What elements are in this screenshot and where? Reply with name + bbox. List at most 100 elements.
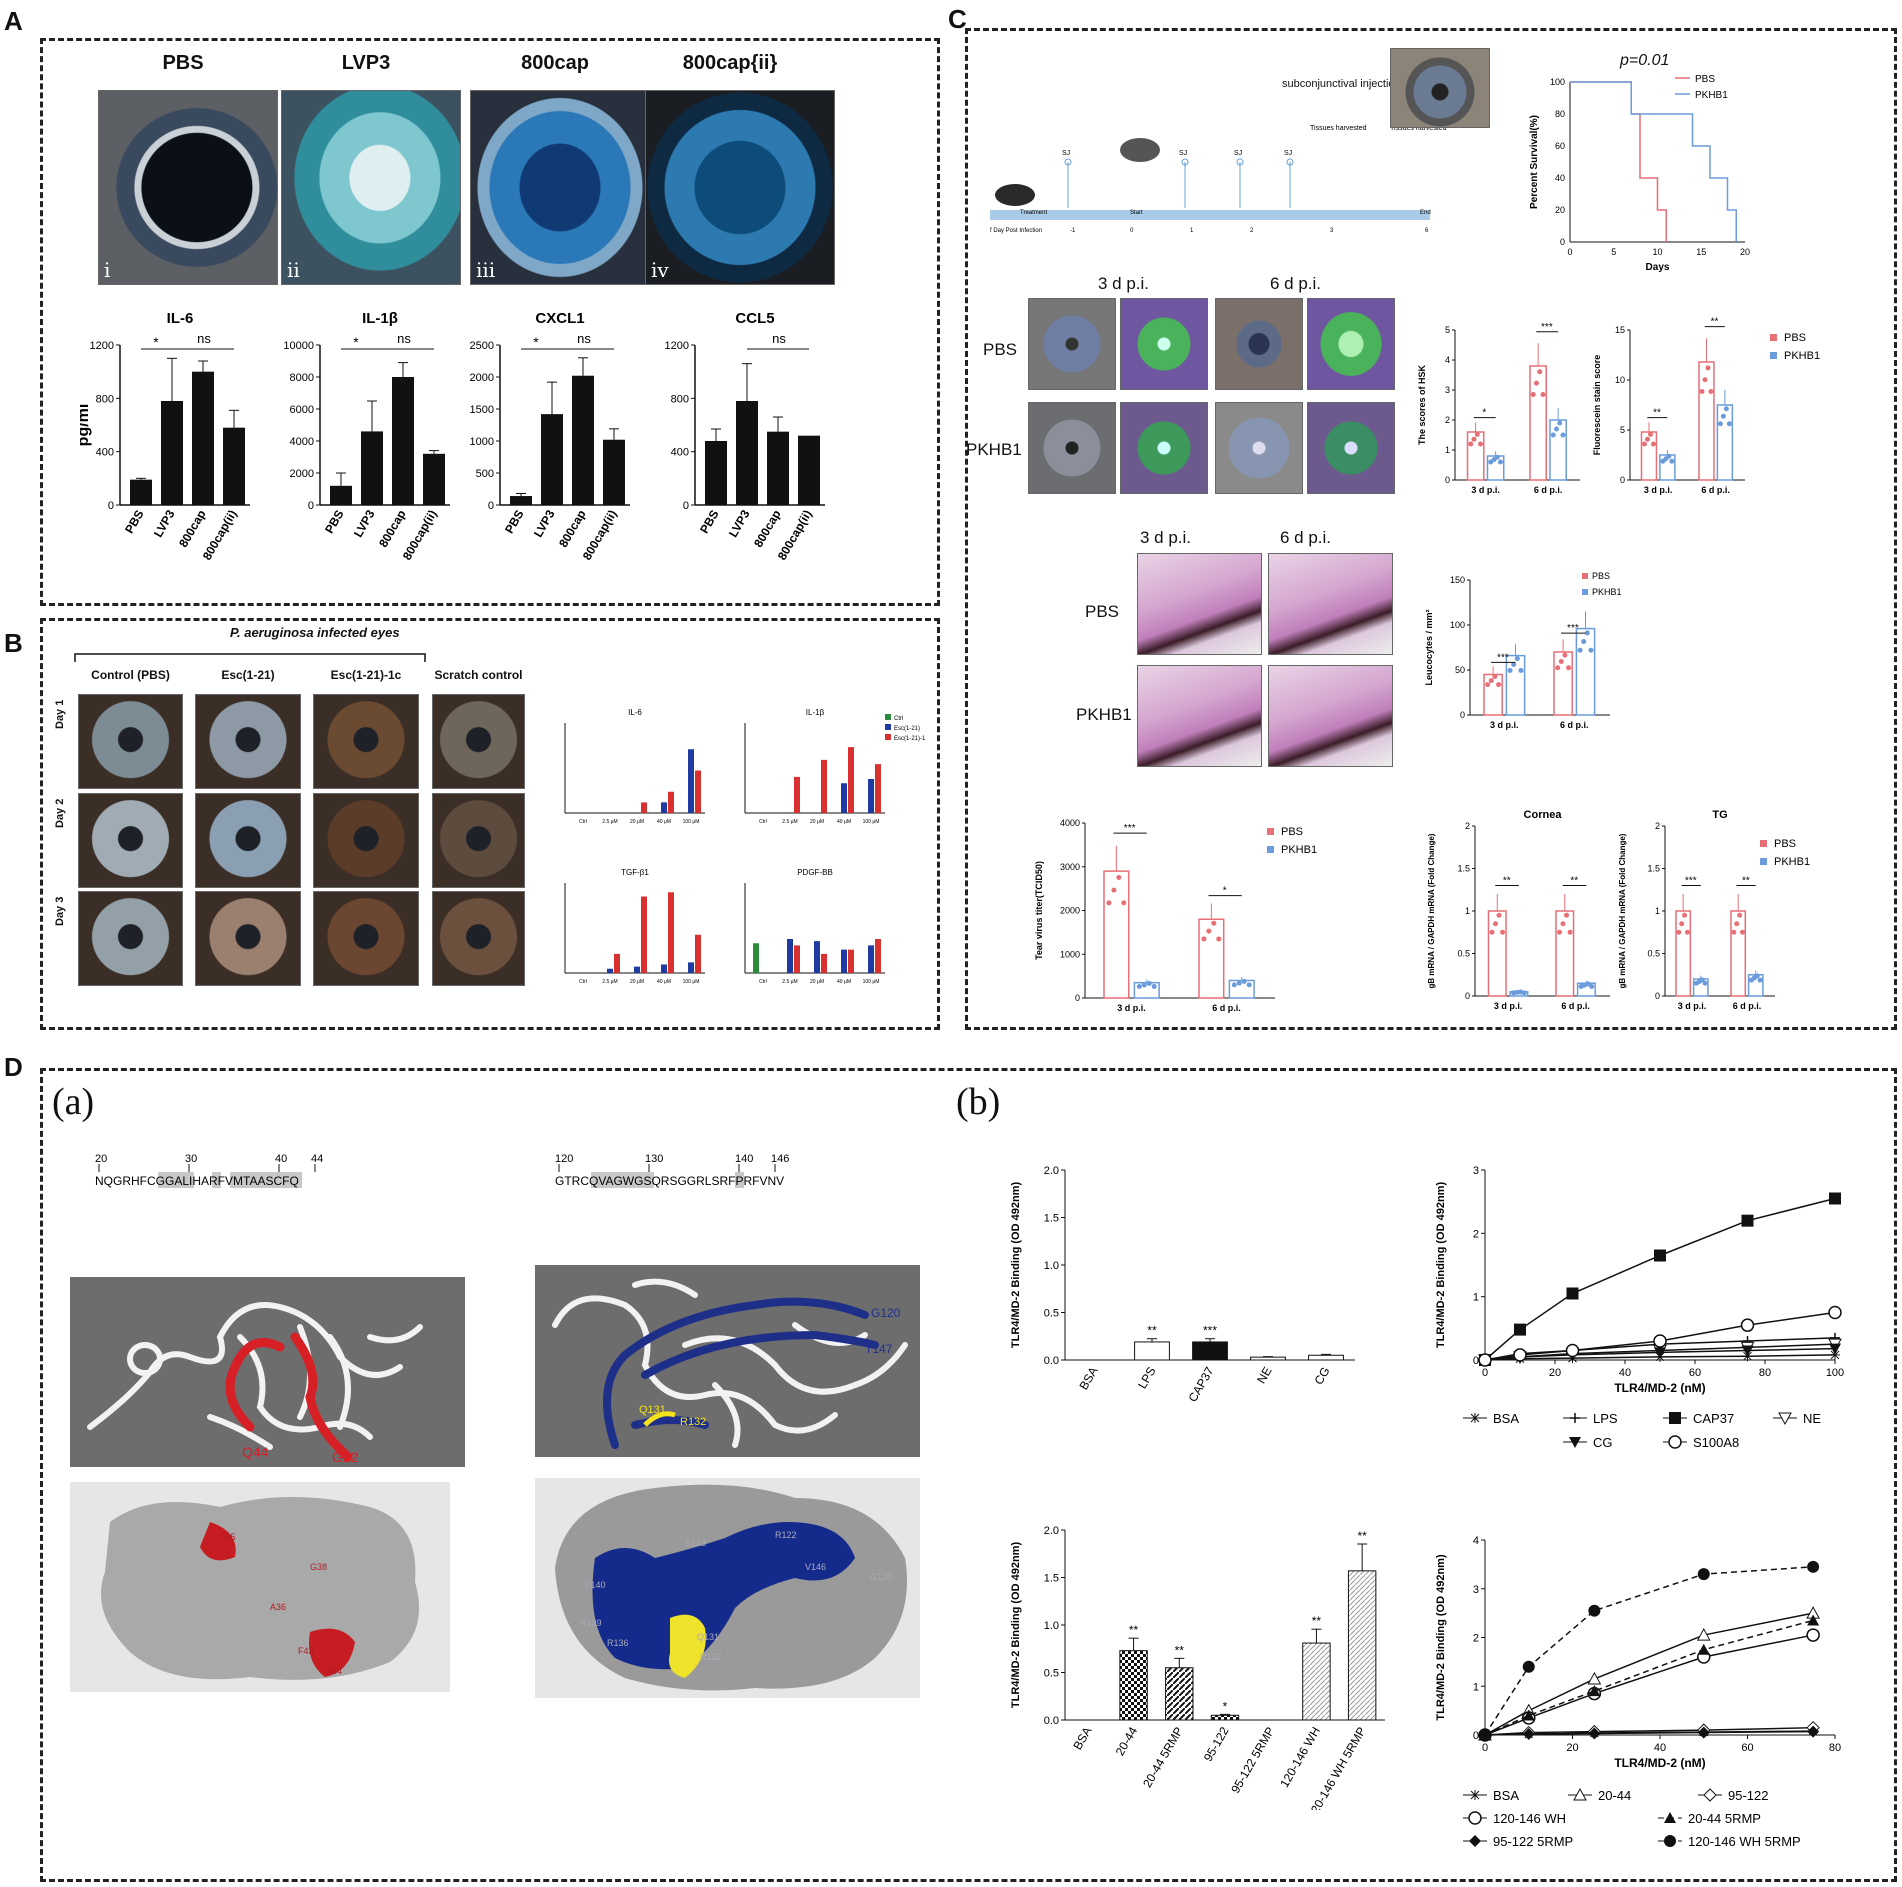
x-tick-label: 3 d p.i. xyxy=(1117,1003,1146,1013)
y-tick-label: 40 xyxy=(1555,173,1565,183)
legend-95-122: 95-122 xyxy=(1698,1788,1768,1803)
y-axis-label: gB mRNA / GAPDH mRNA (Fold Change) xyxy=(1427,833,1436,988)
eye-photo-b-0-3 xyxy=(432,694,525,789)
eye-title-3: 800cap{ii} xyxy=(682,52,778,74)
bar-PBS xyxy=(130,479,152,505)
series-120-146 WH 5RMP xyxy=(1479,1560,1820,1741)
bar-PBS xyxy=(330,485,352,505)
y-tick-label: 1.0 xyxy=(1044,1260,1059,1272)
mini-bar xyxy=(794,776,800,813)
col-header-1: Esc(1-21) xyxy=(221,668,275,682)
binding-bar-chart-1: 0.0 0.5 1.0 1.5 2.0 TLR4/MD-2 Binding (OD 492… xyxy=(1010,1165,1355,1404)
data-point xyxy=(1699,389,1705,394)
legend-label: 95-122 xyxy=(1728,1788,1768,1803)
data-point xyxy=(1581,639,1587,645)
tear-virus-titer-chart: 0 1000 2000 3000 4000 Tear virus titer(TCID50… xyxy=(1034,818,1275,1013)
y-tick-label: 5 xyxy=(1620,425,1625,435)
marker-triangle-up xyxy=(1522,1709,1535,1721)
y-tick-label: 0 xyxy=(1473,1355,1479,1367)
chart-title: TG xyxy=(1712,809,1727,821)
legend-120-146 WH 5RMP: 120-146 WH 5RMP xyxy=(1658,1834,1801,1849)
y-tick-label: 1500 xyxy=(470,404,494,416)
mini-chart-3: PDGF-BB Ctrl 2.5 μM 20 μM 40 μM 100 μM xyxy=(744,868,885,985)
y-tick-label: 1000 xyxy=(470,436,494,448)
x-tick-label: LVP3 xyxy=(351,507,378,540)
timeline-marker-dot xyxy=(1064,158,1072,166)
marker-circle-open xyxy=(1468,1811,1482,1825)
infected-mouse-icon xyxy=(1120,138,1160,162)
sig-label: ** xyxy=(1357,1529,1367,1543)
legend-120-146 WH: 120-146 WH xyxy=(1463,1811,1566,1826)
data-point xyxy=(1492,674,1498,680)
mini-x-label: Ctrl xyxy=(759,819,767,825)
mini-bar xyxy=(841,783,847,813)
hist-time-6d: 6 d p.i. xyxy=(1280,528,1332,547)
y-tick-label: 6000 xyxy=(290,404,314,416)
sig-label: ** xyxy=(1711,317,1719,328)
chart-title: IL-1β xyxy=(362,310,398,327)
y-tick-label: 0.5 xyxy=(1647,949,1660,959)
marker-circle-open xyxy=(1513,1348,1527,1362)
mini-legend-swatch xyxy=(885,714,891,720)
data-point xyxy=(1684,929,1690,935)
c-eye-top-2 xyxy=(1215,298,1303,390)
bar-CG xyxy=(1308,1354,1344,1361)
col-header-0: Control (PBS) xyxy=(91,668,170,682)
sig-label: * xyxy=(1482,408,1486,419)
data-point xyxy=(1682,912,1688,918)
y-tick-label: 400 xyxy=(671,447,689,459)
marker-square xyxy=(1654,1249,1666,1262)
marker-circle xyxy=(1522,1660,1535,1673)
x-tick-label: LPS xyxy=(1135,1365,1158,1392)
mini-x-label: 100 μM xyxy=(863,979,880,985)
bar-800cap xyxy=(767,431,789,505)
x-tick-label: BSA xyxy=(1076,1365,1100,1393)
x-tick-label: 3 d p.i. xyxy=(1490,720,1519,730)
y-tick-label: 0.5 xyxy=(1044,1668,1059,1680)
legend-CAP37: CAP37 xyxy=(1663,1411,1734,1426)
bar-LPS xyxy=(1134,1341,1170,1361)
data-point xyxy=(1468,441,1474,447)
y-tick-label: 1200 xyxy=(90,340,114,352)
x-tick-label: 20-44 5RMP xyxy=(1140,1725,1186,1790)
data-point xyxy=(1485,682,1491,688)
x-tick-label: 6 d p.i. xyxy=(1561,1001,1590,1011)
ribbon-structure-red: Q44 G22 xyxy=(70,1277,465,1467)
series-line xyxy=(1484,1619,1814,1736)
x-tick-label: 0 xyxy=(1482,1367,1488,1379)
data-point xyxy=(1496,912,1502,918)
y-tick-label: 100 xyxy=(1450,620,1465,630)
timeline-tick: 3 xyxy=(1330,228,1334,234)
sig-label: * xyxy=(1223,886,1227,897)
label-s143: S143 xyxy=(685,1538,706,1548)
mini-bar xyxy=(634,966,640,973)
legend-BSA: BSA xyxy=(1463,1411,1519,1426)
y-tick-label: 1 xyxy=(1465,906,1470,916)
x-tick-label: LVP3 xyxy=(151,507,178,540)
hsk-score-chart: 0 1 2 3 4 5 The scores of HSK 3 d p.i. * 6 d p.i.… xyxy=(1417,322,1580,495)
mini-x-label: 2.5 μM xyxy=(782,819,797,825)
treatment-timeline: Treatment Start End f Day Post Infection -1 0… xyxy=(990,125,1447,234)
label-a36: A36 xyxy=(270,1602,286,1612)
bar-800cap(ii) xyxy=(423,453,445,505)
panel-label-a: A xyxy=(4,6,23,36)
x-tick-label: 0 xyxy=(1482,1742,1488,1754)
x-tick-label: 20-44 xyxy=(1113,1724,1141,1758)
seq-highlight xyxy=(230,1172,302,1188)
mini-bar xyxy=(753,943,759,973)
mini-bar xyxy=(841,949,847,973)
row-label-pkhb1: PKHB1 xyxy=(966,440,1022,459)
timeline-sj: SJ xyxy=(1062,150,1070,157)
eye-photo-b-2-1 xyxy=(195,891,301,986)
label-g120: G120 xyxy=(871,1306,901,1320)
y-tick-label: 1.5 xyxy=(1044,1573,1059,1585)
data-point xyxy=(1588,647,1594,653)
data-point xyxy=(1514,656,1520,662)
mini-bar xyxy=(607,968,613,973)
legend-label: PKHB1 xyxy=(1784,350,1820,362)
data-point xyxy=(1584,630,1590,636)
col-header-3: Scratch control xyxy=(434,668,523,682)
mini-x-label: 2.5 μM xyxy=(782,979,797,985)
data-point xyxy=(1705,365,1711,371)
